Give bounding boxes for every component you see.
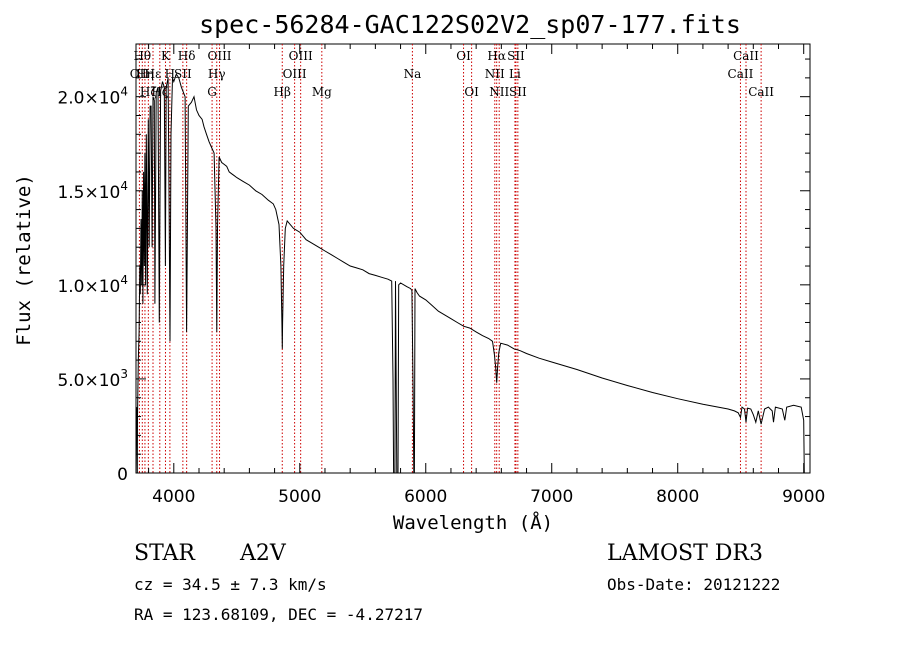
x-tick-label-4: 8000 <box>656 487 699 507</box>
y-tick-label-4: 2.0×104 <box>57 85 128 109</box>
line-marker-label-22: NII <box>489 85 509 99</box>
plot-frame <box>135 43 811 474</box>
line-marker-label-3: Hζ <box>140 85 157 99</box>
line-marker-label-16: Mg <box>312 85 332 99</box>
line-marker-label-6: K <box>161 49 171 63</box>
object-class: STAR <box>134 541 196 566</box>
line-marker-label-26: CaII <box>728 67 754 81</box>
ra-dec-coordinates: RA = 123.68109, DEC = -4.27217 <box>134 605 423 624</box>
spectrum-line-0 <box>135 72 805 474</box>
chart-title: spec-56284-GAC122S02V2_sp07-177.fits <box>199 10 741 39</box>
y-tick-label-3: 1.5×104 <box>57 179 128 203</box>
line-markers <box>138 44 762 473</box>
x-tick-label-1: 5000 <box>278 487 321 507</box>
line-marker-label-13: Hβ <box>274 85 291 99</box>
y-tick-label-0: 0 <box>117 465 128 485</box>
line-marker-label-10: G <box>207 85 217 99</box>
line-marker-label-1: Hθ <box>133 49 151 63</box>
redshift-cz: cz = 34.5 ± 7.3 km/s <box>134 575 327 594</box>
line-marker-label-24: SII <box>507 49 525 63</box>
x-tick-label-3: 7000 <box>530 487 573 507</box>
x-tick-label-0: 4000 <box>152 487 195 507</box>
line-marker-label-28: CaII <box>748 85 774 99</box>
observation-date: Obs-Date: 20121222 <box>607 575 780 594</box>
line-marker-label-8: Hδ <box>178 49 196 63</box>
y-axis-ticks: 0 5.0×103 1.0×104 1.5×104 2.0×104 <box>57 58 810 485</box>
line-marker-label-0: OII <box>130 67 150 81</box>
line-marker-label-7: H <box>165 67 175 81</box>
y-tick-label-1: 5.0×103 <box>57 367 128 391</box>
line-marker-label-27: CaII <box>733 49 759 63</box>
spectrum-layer <box>135 72 805 474</box>
line-marker-label-23: Li <box>509 67 521 81</box>
line-marker-label-18: OI <box>456 49 471 63</box>
y-axis-label: Flux (relative) <box>13 174 35 346</box>
line-marker-label-20: NII <box>485 67 505 81</box>
line-marker-label-21: Hα <box>487 49 506 63</box>
y-tick-label-2: 1.0×104 <box>57 273 128 297</box>
line-marker-label-12: OIII <box>207 49 231 63</box>
line-marker-label-17: Na <box>404 67 422 81</box>
x-tick-label-2: 6000 <box>404 487 447 507</box>
x-tick-label-5: 9000 <box>782 487 825 507</box>
line-marker-label-25: SII <box>509 85 527 99</box>
line-marker-label-19: OI <box>464 85 479 99</box>
line-marker-label-11: Hγ <box>208 67 226 81</box>
object-subclass: A2V <box>239 541 287 566</box>
x-axis-ticks: 4000 5000 6000 7000 8000 9000 <box>148 44 825 507</box>
line-marker-label-14: OIII <box>283 67 307 81</box>
line-marker-label-15: OIII <box>289 49 313 63</box>
line-marker-label-4: Hε <box>145 67 162 81</box>
survey-name: LAMOST DR3 <box>607 541 763 566</box>
x-axis-label: Wavelength (Å) <box>393 511 553 534</box>
line-marker-labels: OIIHθHηHζHεHζKHHδSIIGHγOIIIHβOIIIOIIIMgN… <box>130 49 775 99</box>
